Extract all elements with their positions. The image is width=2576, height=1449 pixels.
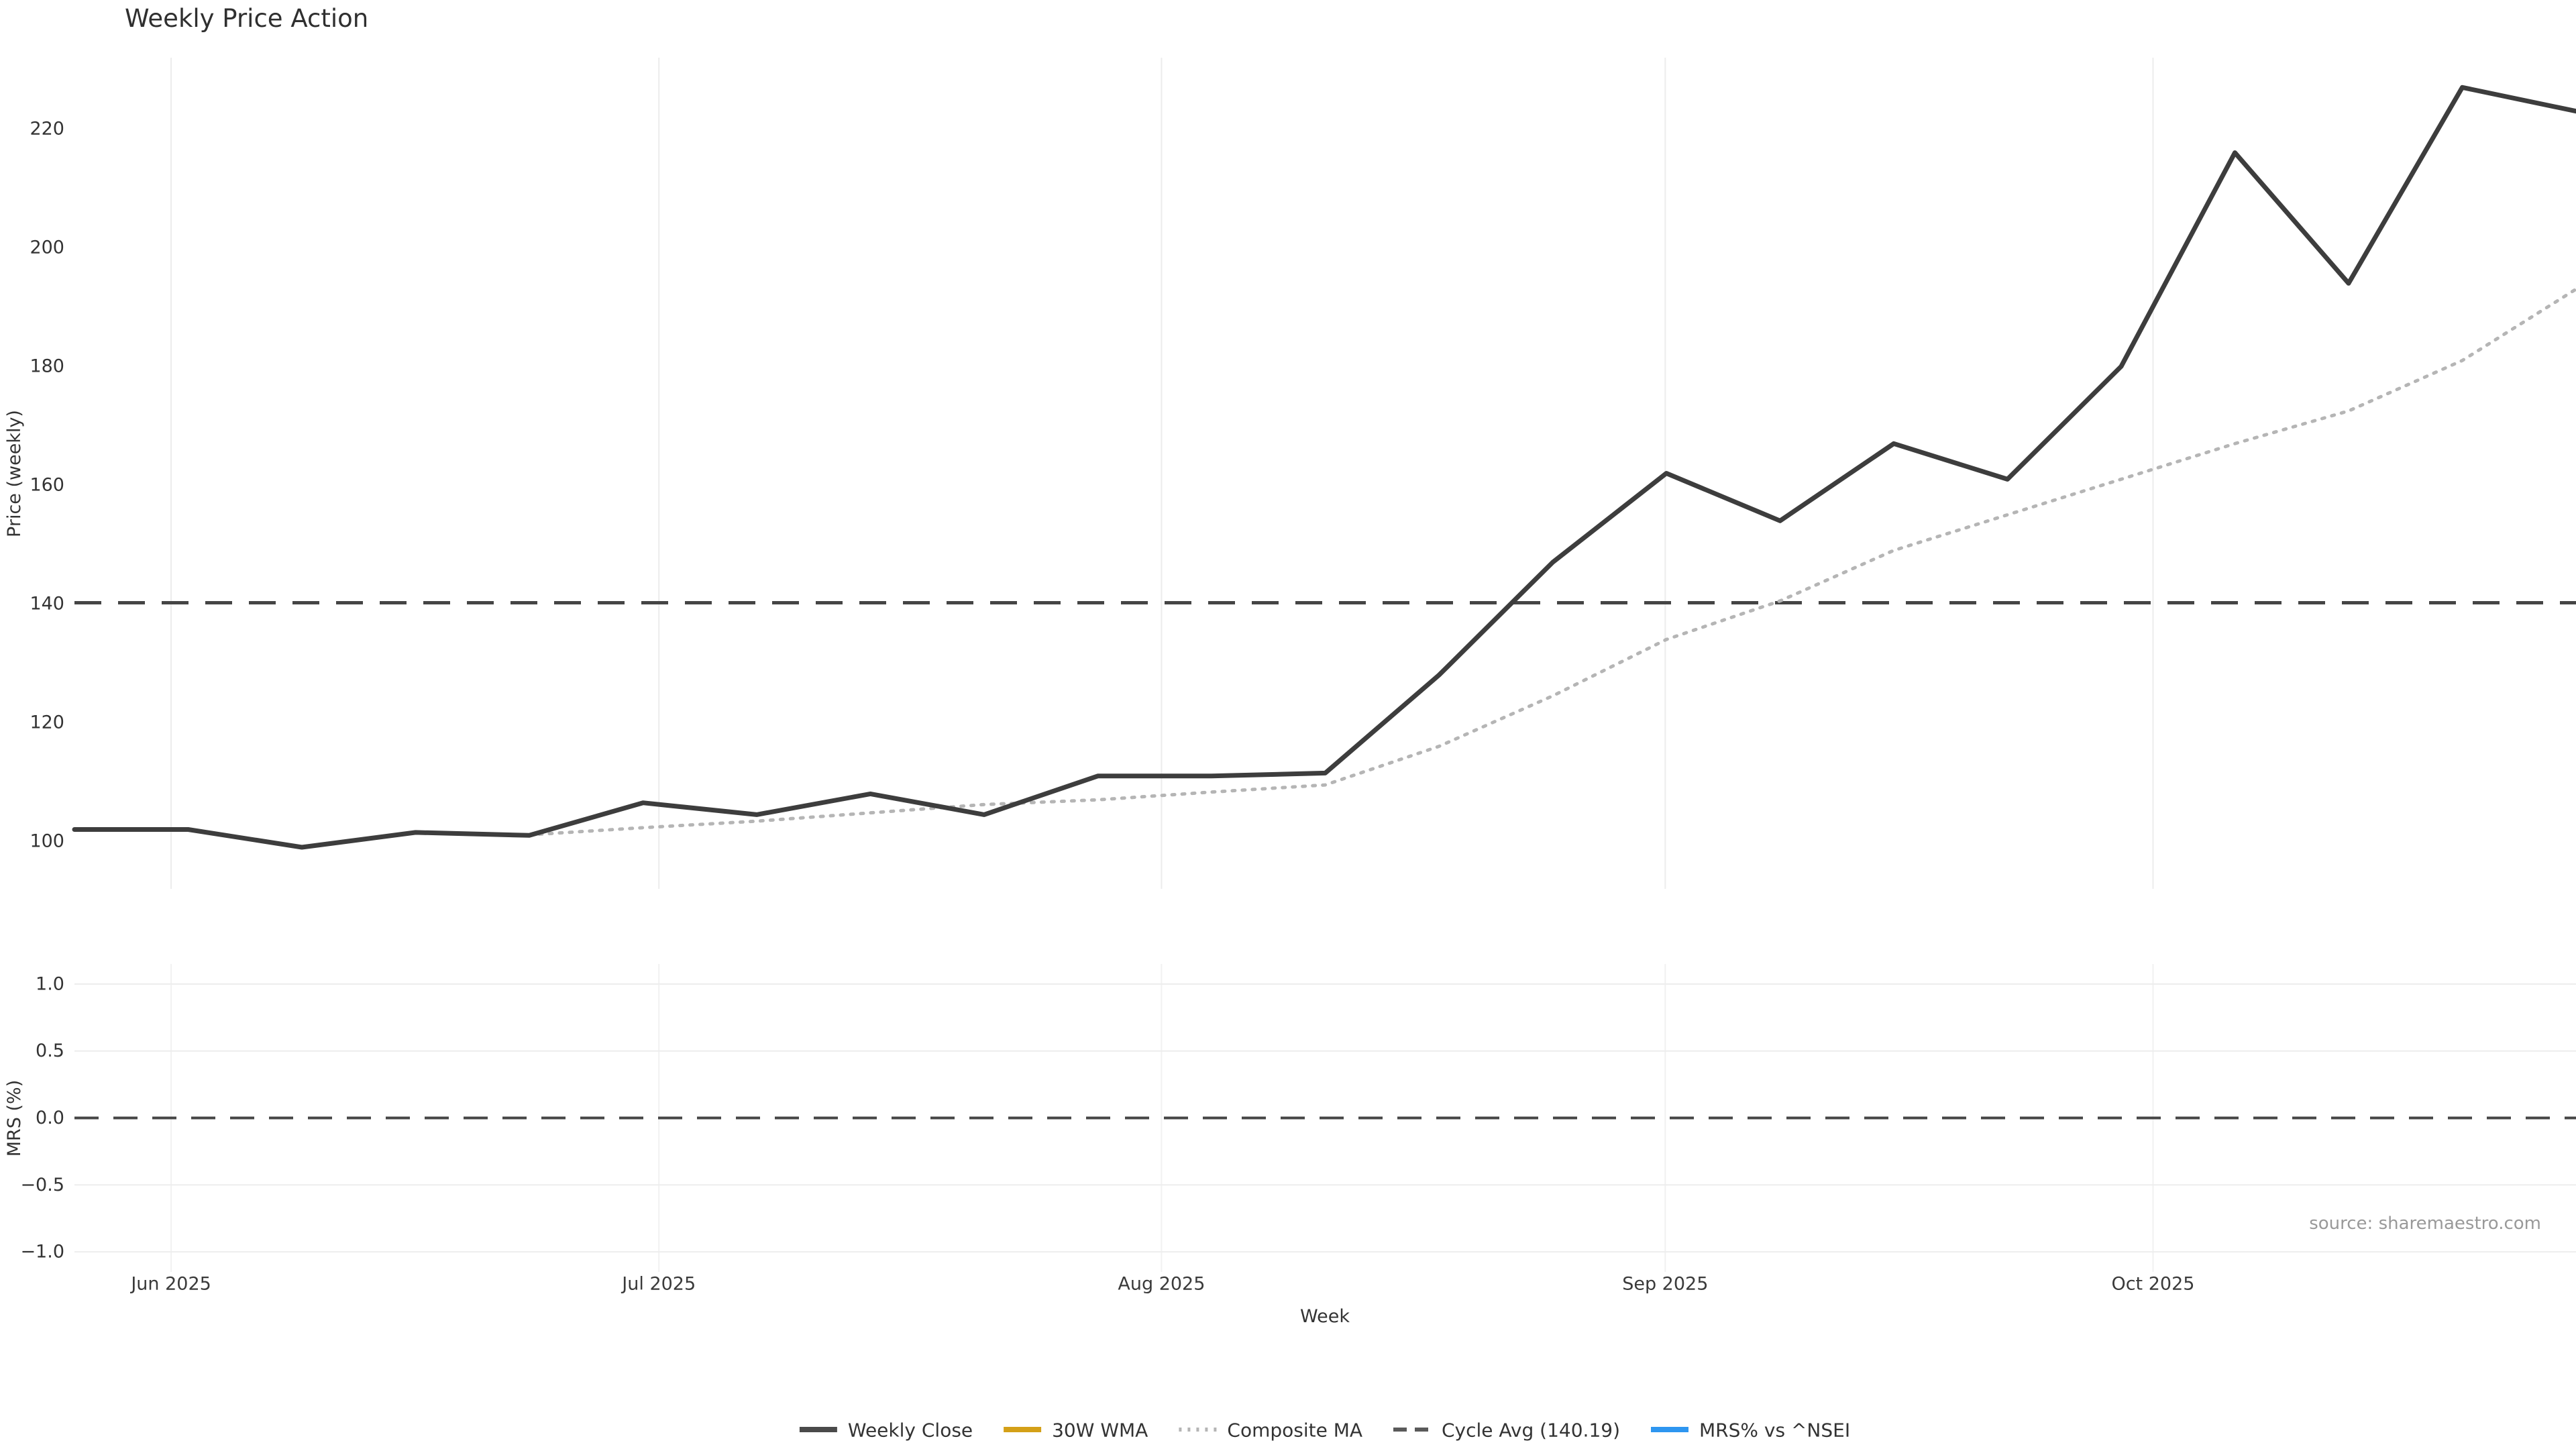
mrs-axis-label: MRS (%) bbox=[4, 1080, 25, 1157]
legend-label: Composite MA bbox=[1227, 1419, 1362, 1442]
mrs-ytick-label: 1.0 bbox=[36, 973, 64, 994]
source-note: source: sharemaestro.com bbox=[2309, 1214, 2541, 1234]
chart-title: Weekly Price Action bbox=[125, 4, 368, 33]
legend-item: 30W WMA bbox=[1004, 1419, 1148, 1442]
legend-item: MRS% vs ^NSEI bbox=[1651, 1419, 1850, 1442]
weekly-close-line bbox=[72, 85, 2576, 850]
mrs-ytick-label: 0.5 bbox=[36, 1040, 64, 1061]
month-tick-label: Jun 2025 bbox=[129, 1274, 211, 1295]
legend-label: Cycle Avg (140.19) bbox=[1442, 1419, 1620, 1442]
month-tick-label: Sep 2025 bbox=[1622, 1274, 1708, 1295]
mrs-ytick-label: −1.0 bbox=[20, 1242, 64, 1263]
mrs-ytick-label: 0.0 bbox=[36, 1108, 64, 1128]
series-layer bbox=[72, 85, 2576, 1120]
price-ytick-label: 180 bbox=[30, 356, 64, 377]
legend-item: Composite MA bbox=[1179, 1419, 1362, 1442]
legend-label: 30W WMA bbox=[1052, 1419, 1148, 1442]
month-tick-label: Oct 2025 bbox=[2111, 1274, 2194, 1295]
tick-labels-layer: 100 120 140 160 180 200 220 1.0 0.5 0.0 −0.5 −1.0 Ju… bbox=[20, 119, 2194, 1295]
legend: Weekly Close 30W WMA Composite MA Cycle Avg… bbox=[799, 1419, 1850, 1442]
mrs-ytick-label: −0.5 bbox=[20, 1175, 64, 1195]
gridlines-layer bbox=[74, 58, 2576, 1272]
week-axis-label: Week bbox=[1300, 1306, 1350, 1327]
price-ytick-label: 220 bbox=[30, 119, 64, 140]
legend-label: MRS% vs ^NSEI bbox=[1699, 1419, 1850, 1442]
month-tick-label: Aug 2025 bbox=[1118, 1274, 1205, 1295]
price-ytick-label: 100 bbox=[30, 831, 64, 852]
legend-label: Weekly Close bbox=[848, 1419, 973, 1442]
price-ytick-label: 160 bbox=[30, 475, 64, 496]
price-axis-label: Price (weekly) bbox=[4, 410, 25, 537]
price-ytick-label: 200 bbox=[30, 237, 64, 258]
composite-ma-line bbox=[527, 287, 2576, 837]
legend-item: Cycle Avg (140.19) bbox=[1393, 1419, 1620, 1442]
legend-item: Weekly Close bbox=[799, 1419, 973, 1442]
month-tick-label: Jul 2025 bbox=[621, 1274, 696, 1295]
price-ytick-label: 120 bbox=[30, 712, 64, 733]
price-ytick-label: 140 bbox=[30, 594, 64, 614]
